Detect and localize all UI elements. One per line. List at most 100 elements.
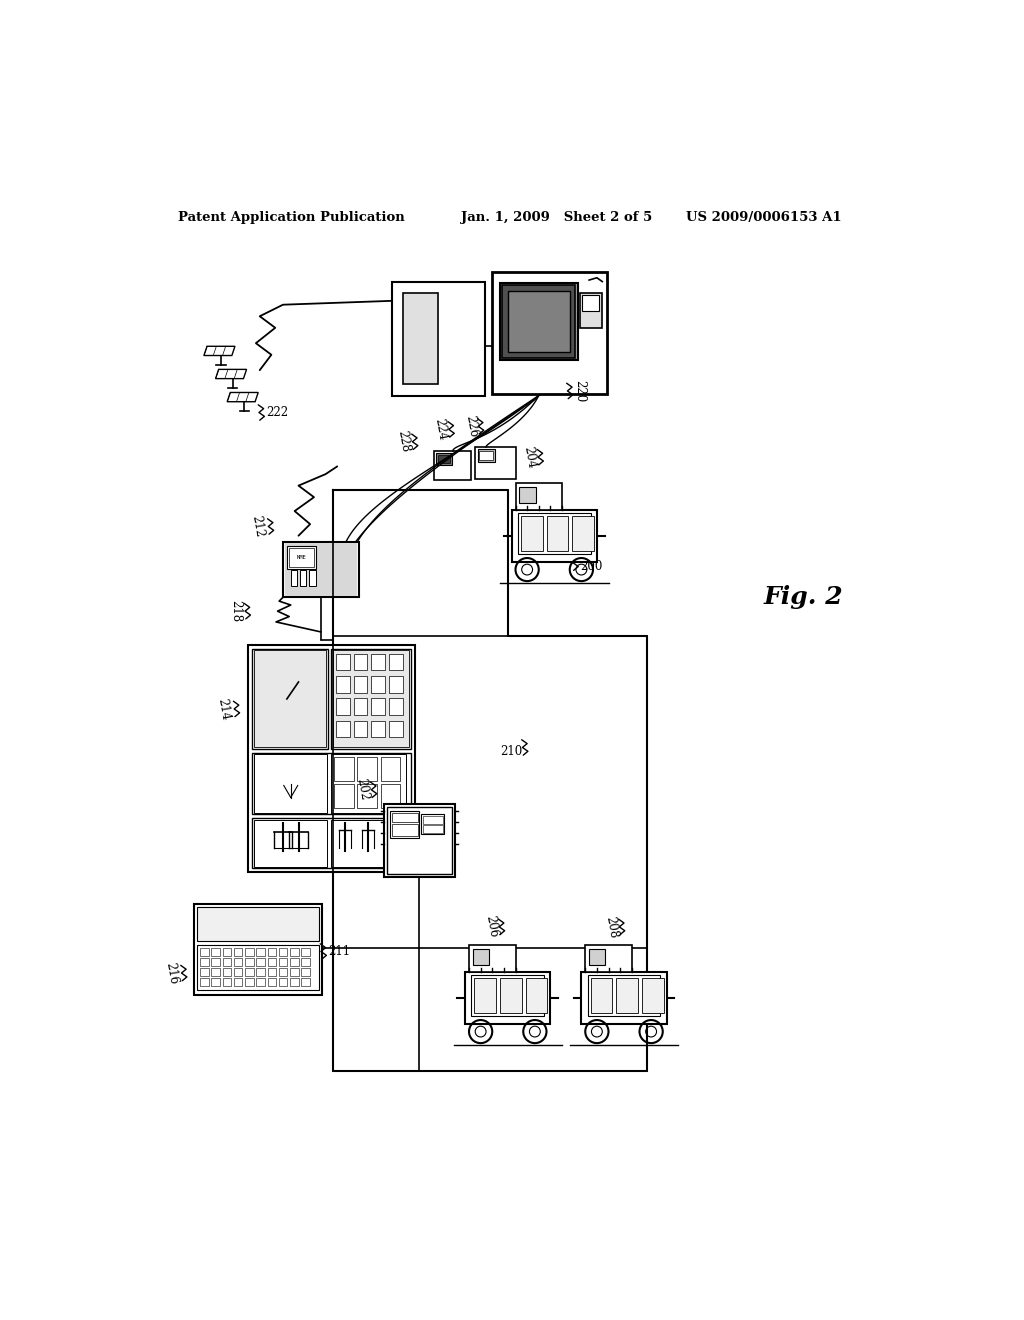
Bar xyxy=(301,969,309,975)
Bar xyxy=(336,698,349,715)
Bar xyxy=(254,651,327,747)
Bar xyxy=(438,455,451,463)
Bar xyxy=(493,272,607,395)
Bar xyxy=(333,651,410,747)
Bar xyxy=(211,978,220,986)
Bar xyxy=(252,818,411,869)
Bar xyxy=(334,784,353,808)
Bar xyxy=(508,290,569,352)
Bar xyxy=(381,758,400,780)
Bar xyxy=(391,281,484,396)
Bar xyxy=(254,820,328,867)
Bar xyxy=(403,293,438,384)
Bar xyxy=(353,698,368,715)
Bar xyxy=(287,545,316,569)
Bar xyxy=(248,645,415,873)
Bar xyxy=(336,721,349,738)
Bar xyxy=(233,958,243,966)
Bar xyxy=(252,752,411,814)
Bar xyxy=(434,451,471,480)
Bar xyxy=(301,958,309,966)
Bar xyxy=(200,969,209,975)
Bar xyxy=(518,513,591,554)
Bar xyxy=(254,755,328,813)
Bar xyxy=(521,516,543,552)
Text: 210: 210 xyxy=(500,744,522,758)
Bar xyxy=(300,570,306,586)
Bar xyxy=(233,948,243,956)
Bar xyxy=(465,972,550,1024)
Bar xyxy=(290,958,299,966)
Bar xyxy=(211,969,220,975)
Bar xyxy=(515,483,562,510)
Bar xyxy=(336,653,349,671)
Bar xyxy=(500,284,578,360)
Bar xyxy=(279,978,288,986)
Bar xyxy=(387,807,452,874)
Bar xyxy=(421,814,444,834)
Bar xyxy=(471,975,544,1016)
Bar xyxy=(279,958,288,966)
Bar xyxy=(211,958,220,966)
Text: MME: MME xyxy=(297,554,306,560)
Text: 211: 211 xyxy=(328,945,350,958)
Bar xyxy=(357,758,377,780)
Bar xyxy=(436,453,452,465)
Bar xyxy=(222,969,231,975)
Text: 206: 206 xyxy=(483,915,500,939)
Text: 212: 212 xyxy=(250,515,266,539)
Bar xyxy=(267,948,276,956)
Bar xyxy=(291,570,297,586)
Bar xyxy=(301,948,309,956)
Bar xyxy=(512,510,597,562)
Bar xyxy=(384,804,455,876)
Bar xyxy=(583,296,599,312)
Bar xyxy=(200,978,209,986)
Bar xyxy=(372,653,385,671)
Bar xyxy=(503,285,575,358)
Bar xyxy=(222,978,231,986)
Polygon shape xyxy=(204,346,234,355)
Text: 218: 218 xyxy=(228,601,242,622)
Bar xyxy=(479,451,493,461)
Bar xyxy=(469,945,515,972)
Bar xyxy=(233,978,243,986)
Bar xyxy=(197,907,318,941)
Bar xyxy=(423,825,442,833)
Bar xyxy=(519,487,536,503)
Bar xyxy=(642,978,664,1014)
Bar xyxy=(233,969,243,975)
Bar xyxy=(222,948,231,956)
Bar xyxy=(197,945,318,990)
Bar xyxy=(372,676,385,693)
Bar xyxy=(245,978,254,986)
Text: 216: 216 xyxy=(163,961,179,985)
Bar xyxy=(267,978,276,986)
Bar xyxy=(222,958,231,966)
Text: US 2009/0006153 A1: US 2009/0006153 A1 xyxy=(686,211,842,224)
Bar xyxy=(256,969,265,975)
Bar xyxy=(256,948,265,956)
Bar xyxy=(381,784,400,808)
Bar xyxy=(353,676,368,693)
Text: 204: 204 xyxy=(521,445,539,470)
Bar xyxy=(389,653,403,671)
Bar xyxy=(252,649,328,748)
Bar xyxy=(391,813,418,822)
Text: 226: 226 xyxy=(463,414,479,438)
Bar xyxy=(200,948,209,956)
Bar xyxy=(283,543,359,597)
Text: 222: 222 xyxy=(266,407,288,418)
Bar xyxy=(582,972,667,1024)
Bar xyxy=(301,978,309,986)
Bar xyxy=(473,949,489,965)
Bar xyxy=(389,698,403,715)
Bar xyxy=(285,544,357,595)
Text: Patent Application Publication: Patent Application Publication xyxy=(178,211,406,224)
Text: 200: 200 xyxy=(580,560,602,573)
Text: 202: 202 xyxy=(354,777,371,801)
Text: 228: 228 xyxy=(395,430,412,454)
Bar xyxy=(279,969,288,975)
Bar xyxy=(423,816,442,824)
Bar xyxy=(588,975,660,1016)
